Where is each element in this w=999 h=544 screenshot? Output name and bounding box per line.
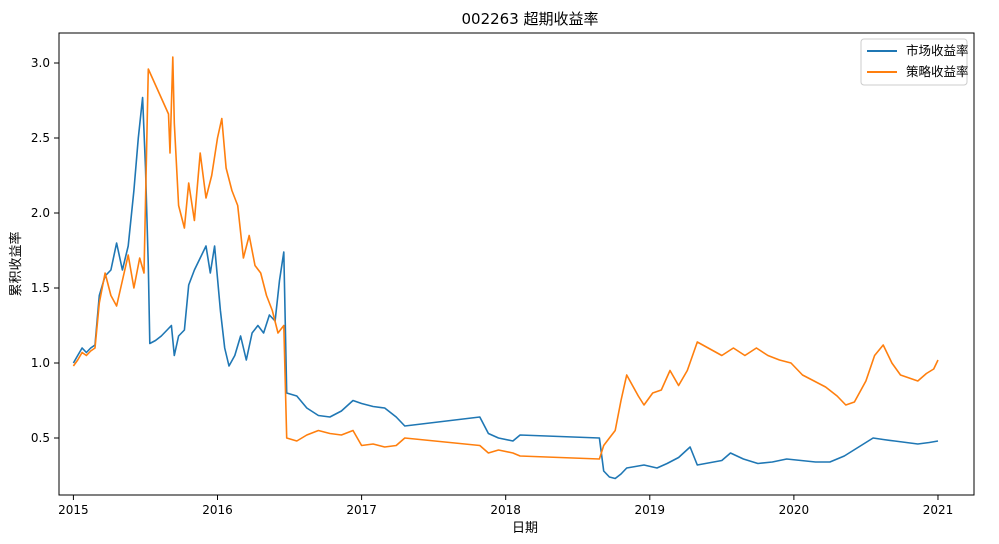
legend: 市场收益率 策略收益率 [860,38,969,86]
x-tick-label: 2021 [923,503,954,517]
x-tick-label: 2015 [58,503,89,517]
y-tick-label: 0.5 [31,431,50,445]
axes: 2015 2016 2017 2018 2019 2020 2021 0.5 1.0 1.5 2.0… [31,56,953,517]
y-axis-label: 累积收益率 [8,231,24,296]
plot-frame [58,32,975,496]
legend-label-market: 市场收益率 [906,43,969,58]
y-tick-label: 3.0 [31,56,50,70]
legend-label-strategy: 策略收益率 [906,64,969,79]
x-tick-label: 2017 [346,503,377,517]
x-axis-label: 日期 [512,521,538,536]
x-tick-label: 2016 [202,503,233,517]
x-tick-label: 2019 [635,503,666,517]
x-tick-label: 2018 [490,503,521,517]
series-line-1 [72,56,939,460]
plot-area [72,56,939,480]
y-tick-label: 1.0 [31,356,50,370]
y-tick-label: 2.0 [31,206,50,220]
x-tick-label: 2020 [779,503,810,517]
chart-title: 002263 超期收益率 [461,10,598,28]
y-tick-label: 1.5 [31,281,50,295]
y-tick-label: 2.5 [31,131,50,145]
